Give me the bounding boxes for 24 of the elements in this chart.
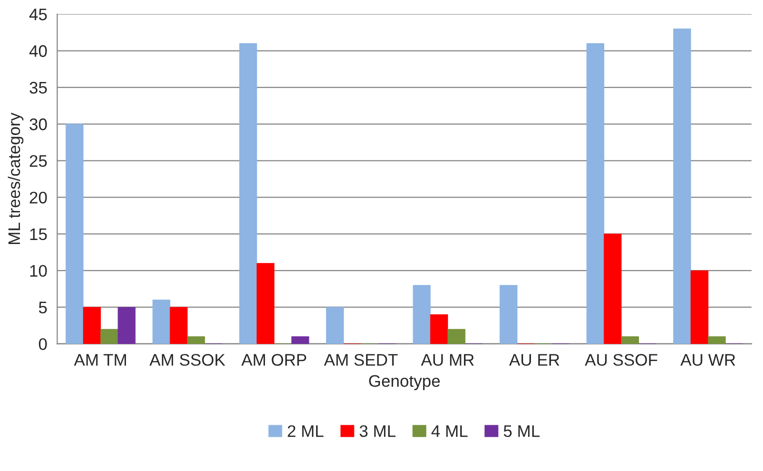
y-tick-label: 35 <box>30 82 47 94</box>
legend-label: 2 ML <box>288 425 324 437</box>
x-tick-label: AU SSOF <box>584 354 658 366</box>
y-tick-label: 45 <box>29 8 47 20</box>
y-axis-title: ML trees/category <box>8 112 24 244</box>
x-axis-title: Genotype <box>369 375 440 390</box>
y-tick-label: 0 <box>38 338 47 350</box>
y-tick-label: 40 <box>29 45 47 57</box>
y-tick-label: 30 <box>30 118 47 130</box>
x-tick-label: AU WR <box>680 354 736 366</box>
x-tick-label: AM SEDT <box>324 354 398 366</box>
x-tick-label: AU MR <box>420 354 474 366</box>
x-tick-label: AM TM <box>74 354 126 366</box>
y-tick-label: 15 <box>30 228 47 240</box>
y-tick-label: 5 <box>38 302 47 314</box>
y-tick-label: 20 <box>30 192 47 204</box>
x-tick-label: AM ORP <box>241 354 306 366</box>
legend-label: 4 ML <box>431 425 468 437</box>
legend-label: 5 ML <box>504 425 540 438</box>
x-tick-label: AU ER <box>509 354 560 366</box>
x-tick-label: AM SSOK <box>149 354 226 366</box>
y-tick-label: 10 <box>30 264 47 277</box>
legend-label: 3 ML <box>360 425 396 438</box>
y-tick-label: 25 <box>30 155 47 167</box>
